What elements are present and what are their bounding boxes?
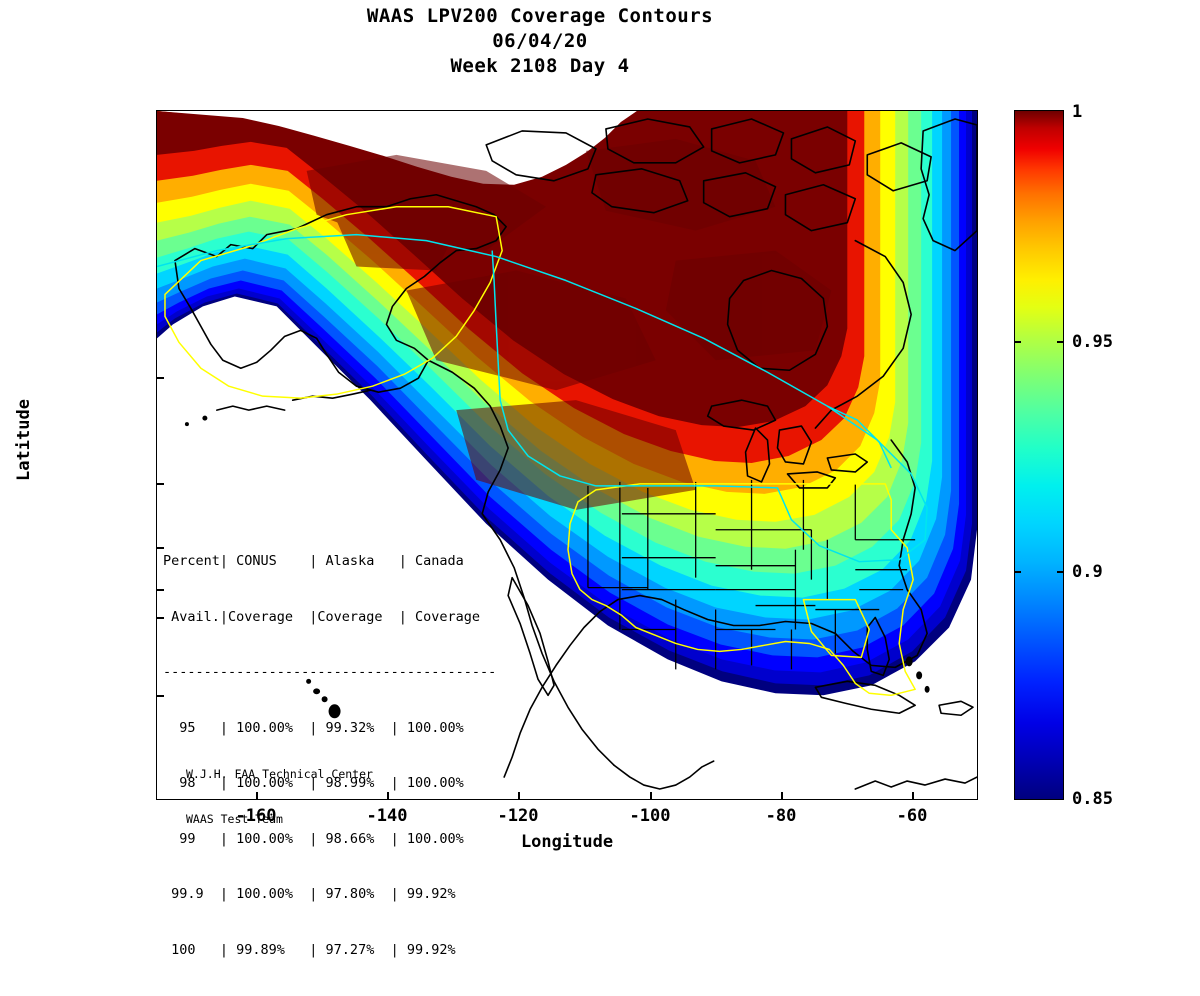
table-row: 99 | 100.00% | 98.66% | 100.00%: [163, 830, 464, 847]
coastline-group: [174, 118, 977, 790]
coastline-aleutians: [216, 405, 286, 411]
table-row: 98 | 100.00% | 98.99% | 100.00%: [163, 775, 464, 791]
x-tick-60: -60: [896, 806, 928, 826]
coastline-arctic-1: [485, 130, 597, 182]
colorbar-label-085: 0.85: [1072, 789, 1113, 809]
coastline-baja: [481, 513, 615, 766]
y-tickmark-50: [156, 377, 164, 379]
x-tick-80: -80: [765, 806, 797, 826]
coastline-cuba: [814, 680, 916, 715]
canada-service-boundary: [157, 233, 928, 563]
colorbar-tickmark-095-left: [1014, 341, 1021, 343]
coastline-florida: [866, 616, 891, 677]
y-tickmark-20: [156, 695, 164, 697]
y-axis-label: Latitude: [14, 399, 34, 481]
canada-boundary-segment-2: [827, 405, 892, 469]
coastline-baja-peninsula: [507, 576, 555, 697]
canada-boundary-polyline: [157, 233, 928, 563]
title-line-2: 06/04/20: [492, 30, 588, 52]
attribution-line-2: WAAS Test Team: [186, 812, 283, 826]
x-tickmark-140: [387, 792, 389, 800]
state-borders-group: [587, 479, 916, 670]
coastline-greenland: [920, 118, 977, 252]
y-tickmark-28: [156, 617, 164, 619]
x-tick-120: -120: [497, 806, 539, 826]
colorbar-tickmark-090-left: [1014, 571, 1021, 573]
coastline-arctic-8: [866, 142, 932, 192]
table-row: 100 | 99.89% | 97.27% | 99.92%: [163, 941, 456, 958]
coastline-south-america: [854, 776, 977, 790]
coastline-arctic-7: [784, 183, 857, 232]
colorbar-label-09: 0.9: [1072, 562, 1103, 582]
coastline-great-lakes-michigan: [744, 427, 771, 483]
table-row: 95 | 100.00% | 99.32% | 100.00%: [163, 719, 464, 736]
x-tick-140: -140: [366, 806, 408, 826]
conus-boundary-polygon: [567, 483, 916, 697]
stats-header-rule: ----------------------------------------…: [163, 664, 497, 680]
coastline-arctic-5: [702, 172, 777, 218]
coastline-great-lakes-ontario: [826, 453, 869, 473]
coastline-bahamas: [905, 656, 930, 693]
coastline-hudson-bay: [726, 269, 829, 372]
coastline-arctic-2: [605, 118, 705, 164]
coastline-arctic-6: [790, 126, 857, 174]
coastline-hispaniola: [938, 700, 974, 717]
island-dot-2: [184, 422, 189, 427]
waas-coverage-figure: WAAS LPV200 Coverage Contours 06/04/20 W…: [0, 4, 1113, 958]
coastline-hawaii: [306, 678, 341, 719]
coastline-arctic-3: [591, 168, 689, 214]
x-tick-160: -160: [235, 806, 277, 826]
y-tickmark-34: [156, 547, 164, 549]
table-row: 99.9 | 100.00% | 97.80% | 99.92%: [163, 886, 456, 902]
stats-header-row-2: Avail.|Coverage |Coverage | Coverage: [163, 608, 480, 625]
map-plot-area: [156, 110, 978, 800]
x-tickmark-100: [650, 792, 652, 800]
title-line-3: Week 2108 Day 4: [450, 55, 630, 77]
coastline-great-lakes-superior: [706, 399, 777, 431]
colorbar: [1014, 110, 1064, 800]
coastline-great-lakes-erie: [786, 471, 837, 489]
coastline-bc: [427, 359, 509, 515]
x-tickmark-120: [518, 792, 520, 800]
colorbar-label-1: 1: [1072, 102, 1083, 122]
x-axis-label: Longitude: [520, 832, 614, 852]
conus-service-boundary: [164, 205, 916, 697]
x-tickmark-160: [256, 792, 258, 800]
alaska-boundary-polygon: [164, 205, 503, 399]
coastline-labrador: [814, 239, 912, 429]
colorbar-tickmark-095-right: [1057, 341, 1064, 343]
colorbar-tickmark-090-right: [1057, 571, 1064, 573]
colorbar-label-095: 0.95: [1072, 332, 1113, 352]
x-tick-100: -100: [629, 806, 671, 826]
attribution-text: W.J.H. FAA Technical Center WAAS Test Te…: [186, 737, 373, 857]
x-tickmark-80: [781, 792, 783, 800]
stats-header-row-1: Percent| CONUS | Alaska | Canada: [163, 553, 464, 569]
coastline-great-lakes-huron: [776, 425, 813, 465]
coastline-alaska: [174, 193, 507, 393]
caribbean-boundary-polygon: [802, 598, 871, 659]
attribution-line-1: W.J.H. FAA Technical Center: [186, 767, 373, 781]
figure-title: WAAS LPV200 Coverage Contours 06/04/20 W…: [0, 4, 1080, 79]
x-tickmark-60: [912, 792, 914, 800]
title-line-1: WAAS LPV200 Coverage Contours: [366, 5, 714, 27]
island-dot-1: [202, 415, 208, 421]
coverage-contour-map: [157, 111, 977, 799]
y-tickmark-30: [156, 589, 164, 591]
colorbar-gradient: [1015, 111, 1063, 799]
y-tickmark-40: [156, 483, 164, 485]
coastline-central-america: [613, 760, 715, 790]
coastline-arctic-4: [710, 118, 785, 164]
